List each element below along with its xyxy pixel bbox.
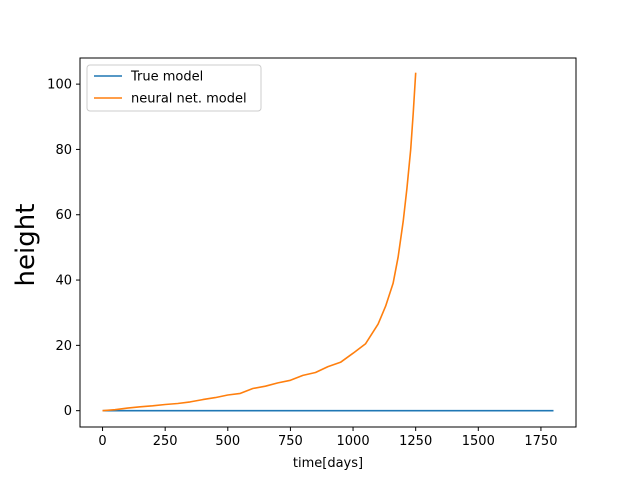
- y-tick-label: 60: [55, 208, 72, 223]
- x-tick-label: 250: [153, 434, 178, 449]
- y-axis-label: height: [11, 204, 41, 287]
- x-tick-label: 1250: [399, 434, 432, 449]
- legend-label: True model: [130, 70, 203, 85]
- x-tick-label: 1000: [337, 434, 370, 449]
- x-tick-label: 750: [278, 434, 303, 449]
- x-axis-label: time[days]: [293, 456, 363, 471]
- x-tick-label: 500: [215, 434, 240, 449]
- plot-frame: [79, 57, 577, 428]
- series-line-2: [102, 72, 417, 412]
- y-axis-ticks: 0 20 40 60 80 100: [47, 78, 80, 419]
- legend-label: neural net. model: [131, 92, 247, 107]
- x-axis-ticks: 0 250 500 750 1000 1250 1500 1750: [98, 427, 557, 449]
- series-layer: [102, 72, 554, 412]
- y-tick-label: 0: [64, 404, 72, 419]
- y-tick-label: 20: [55, 339, 72, 354]
- plot-background: [80, 58, 576, 427]
- y-tick-label: 100: [47, 78, 72, 93]
- x-tick-label: 0: [98, 434, 106, 449]
- legend-box: [86, 64, 262, 112]
- y-tick-label: 40: [55, 274, 72, 289]
- y-tick-label: 80: [55, 143, 72, 158]
- legend: True model neural net. model: [86, 64, 262, 112]
- x-tick-label: 1500: [462, 434, 495, 449]
- x-tick-label: 1750: [524, 434, 557, 449]
